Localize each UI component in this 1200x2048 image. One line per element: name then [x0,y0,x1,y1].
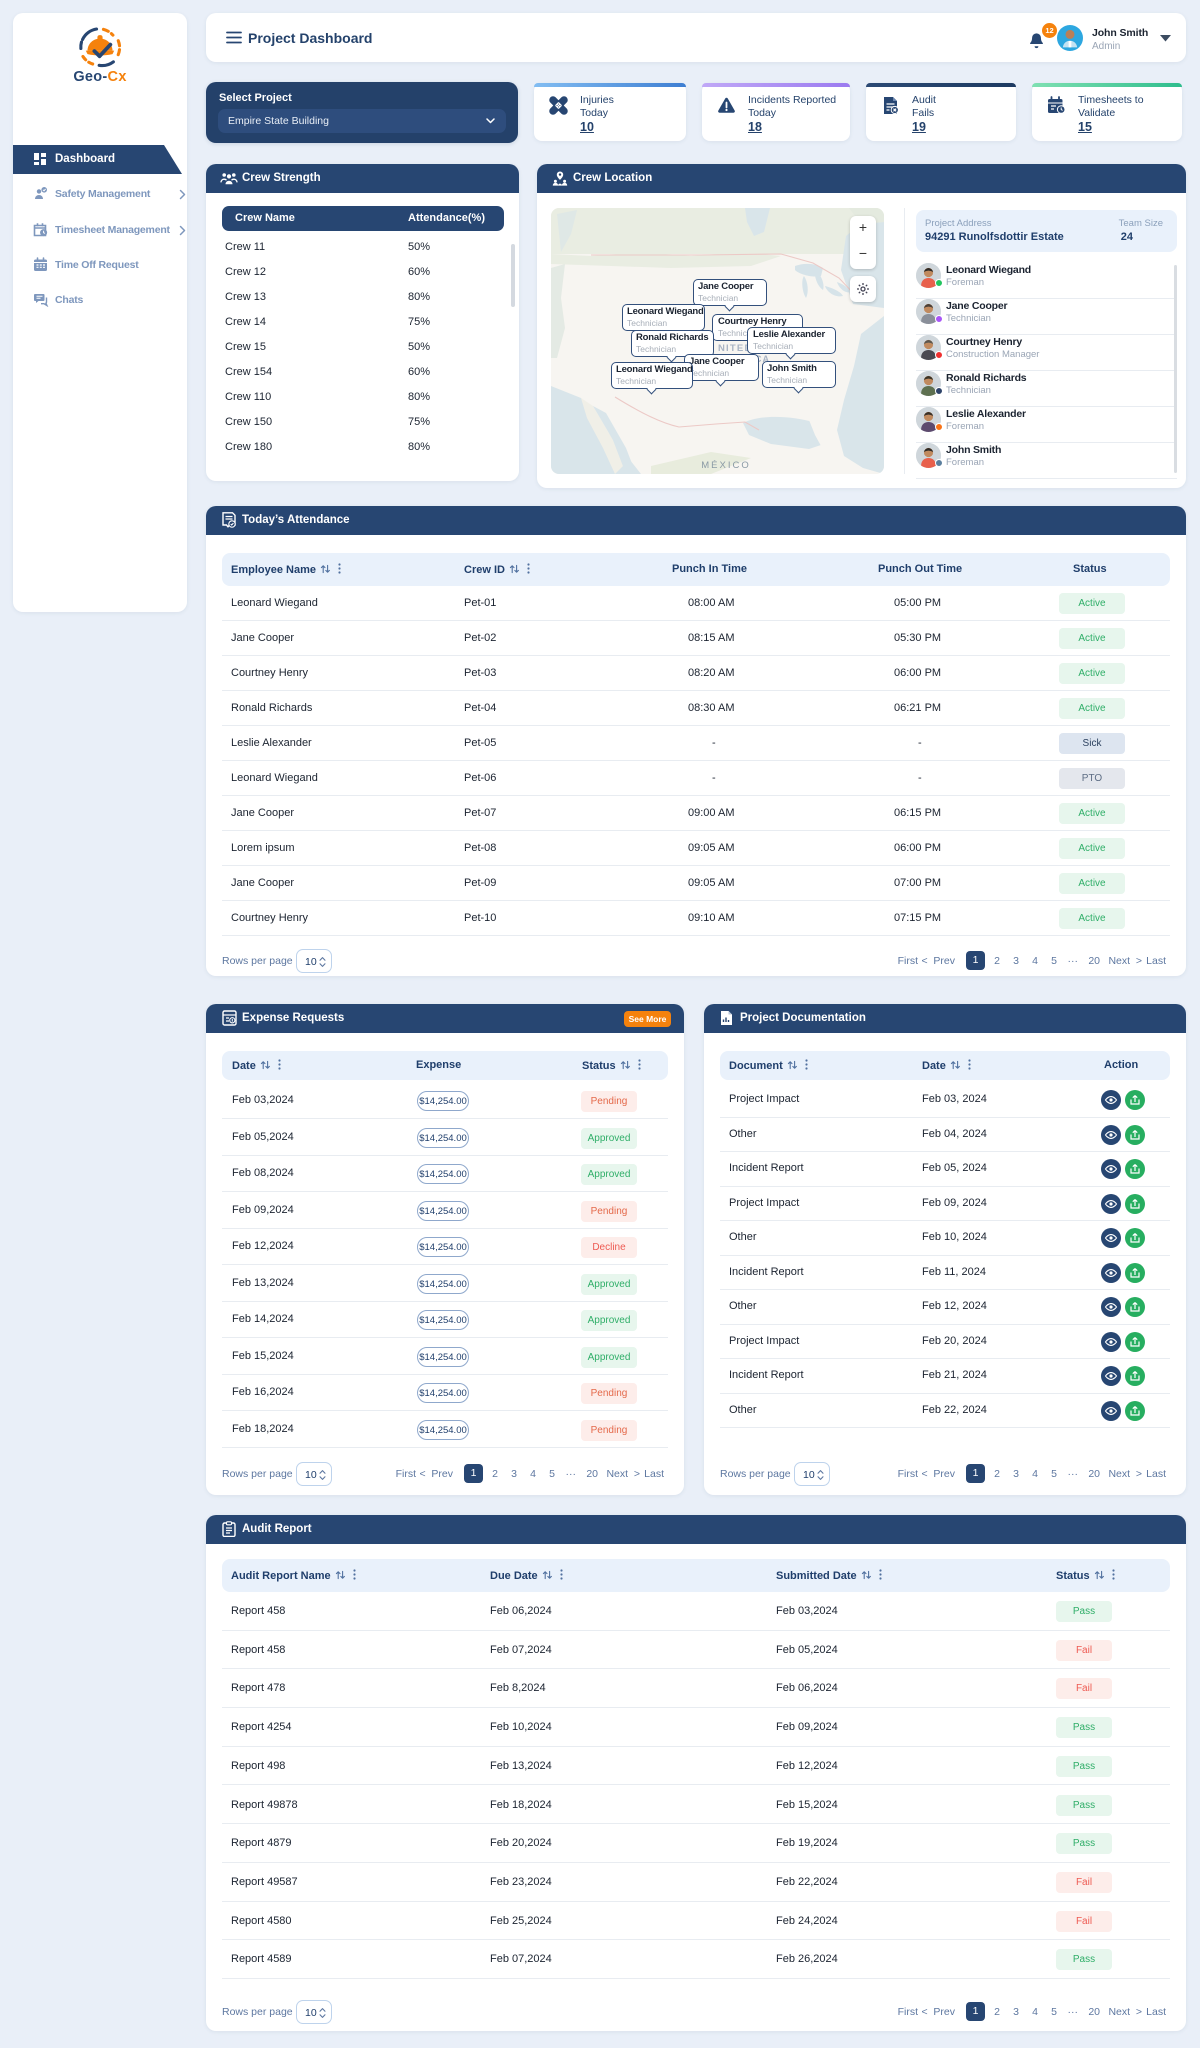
svg-text:NITED S: NITED S [718,343,764,354]
svg-text:MÉXICO: MÉXICO [701,460,750,471]
svg-text:CA: CA [755,354,770,364]
